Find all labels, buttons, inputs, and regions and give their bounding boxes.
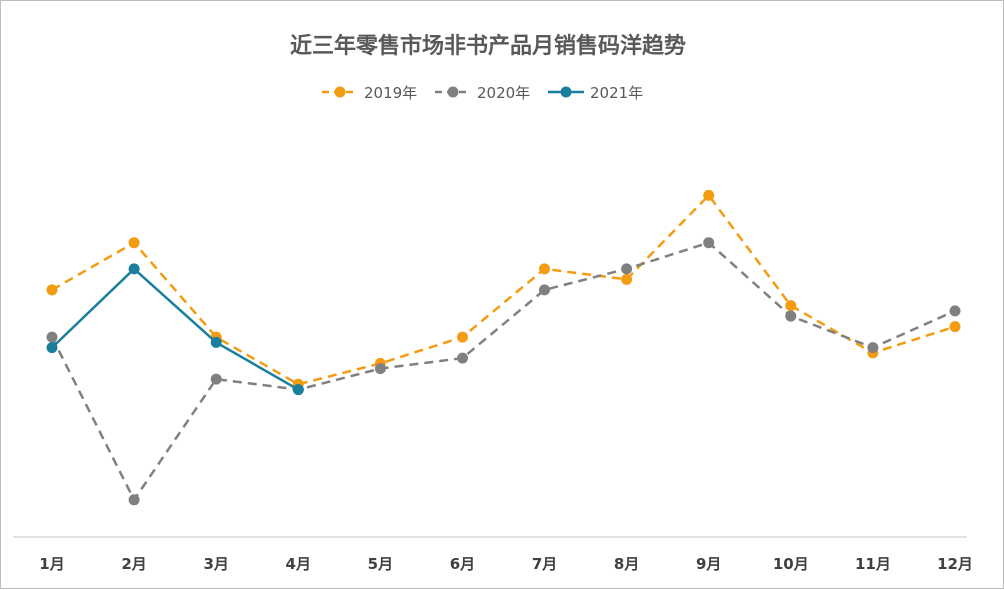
x-tick-label: 8月 (614, 555, 639, 573)
series-line (51, 267, 299, 391)
series-line (51, 194, 956, 386)
legend-item: 2019年 (322, 84, 417, 102)
x-tick-label: 10月 (773, 555, 809, 573)
data-point (374, 363, 386, 375)
legend-marker (560, 86, 572, 98)
data-point (292, 384, 304, 396)
data-point (128, 237, 140, 249)
x-tick-label: 9月 (696, 555, 721, 573)
data-point (703, 189, 715, 201)
data-point (46, 342, 58, 354)
legend-label: 2020年 (477, 84, 530, 102)
data-point (949, 321, 961, 333)
x-tick-label: 1月 (39, 555, 64, 573)
x-tick-label: 4月 (286, 555, 311, 573)
data-point (703, 237, 715, 249)
x-tick-label: 12月 (937, 555, 973, 573)
x-tick-label: 2月 (121, 555, 146, 573)
data-point (128, 494, 140, 506)
chart-legend: 2019年 2020年 2021年 (322, 84, 643, 102)
legend-label: 2019年 (364, 84, 417, 102)
data-point (621, 263, 633, 275)
legend-item: 2021年 (548, 84, 643, 102)
data-point (46, 331, 58, 343)
chart-title: 近三年零售市场非书产品月销售码洋趋势 (290, 33, 686, 59)
data-point (949, 305, 961, 317)
series-2 (46, 237, 961, 506)
x-tick-label: 7月 (532, 555, 557, 573)
x-tick-label: 3月 (203, 555, 228, 573)
x-tick-label: 11月 (855, 555, 891, 573)
data-point (210, 373, 222, 385)
data-point (46, 284, 58, 296)
legend-item: 2020年 (435, 84, 530, 102)
data-point (210, 336, 222, 348)
series-layer (46, 189, 961, 506)
legend-label: 2021年 (590, 84, 643, 102)
x-tick-label: 5月 (368, 555, 393, 573)
data-point (867, 342, 879, 354)
series-3 (46, 263, 304, 396)
series-line (50, 241, 956, 502)
data-point (785, 300, 797, 312)
data-point (621, 273, 633, 285)
data-point (539, 263, 550, 275)
series-1 (46, 189, 961, 390)
data-point (539, 284, 550, 296)
legend-marker (447, 86, 459, 98)
x-axis-ticks: 1月 2月 3月 4月 5月 6月 7月 8月 9月 10月 11月 12月 (39, 555, 973, 573)
data-point (457, 331, 468, 343)
legend-marker (334, 86, 346, 98)
data-point (128, 263, 140, 275)
x-tick-label: 6月 (450, 555, 475, 573)
data-point (457, 352, 468, 364)
data-point (785, 310, 797, 322)
